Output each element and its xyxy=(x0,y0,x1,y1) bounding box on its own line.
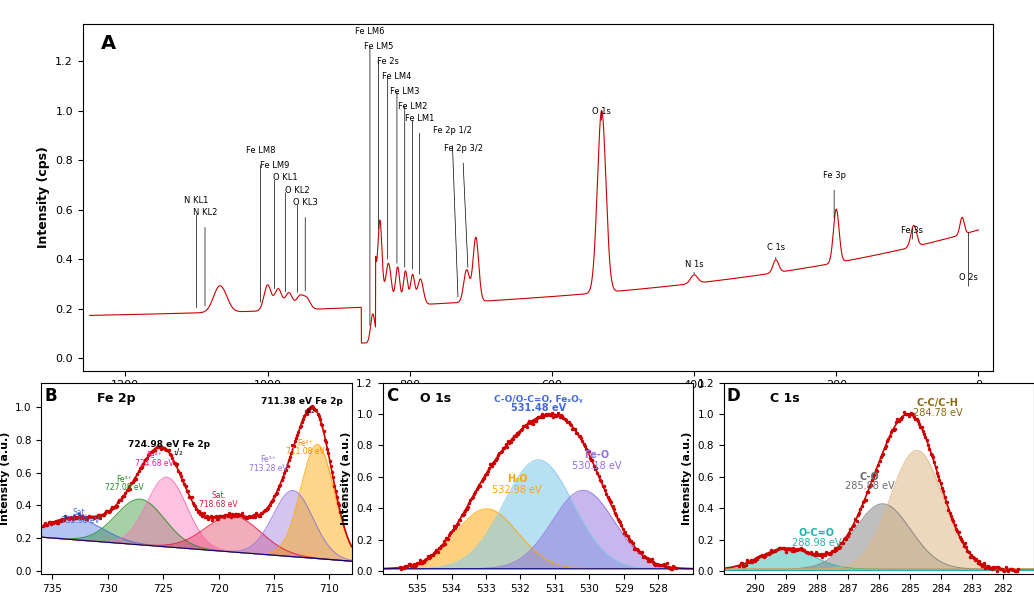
Y-axis label: Intensity (a.u.): Intensity (a.u.) xyxy=(681,432,692,525)
Text: ₃/₂: ₃/₂ xyxy=(306,405,315,414)
Text: O 1s: O 1s xyxy=(420,392,451,405)
Text: Fe LM9: Fe LM9 xyxy=(260,161,290,170)
Text: Fe LM2: Fe LM2 xyxy=(398,102,427,111)
Y-axis label: Intensity (a.u.): Intensity (a.u.) xyxy=(0,432,9,525)
Text: C 1s: C 1s xyxy=(770,392,800,405)
Text: H₂O: H₂O xyxy=(507,474,527,484)
Text: C: C xyxy=(386,386,398,405)
Text: 285.88 eV: 285.88 eV xyxy=(845,481,894,492)
Text: Fe 2s: Fe 2s xyxy=(376,57,399,66)
Text: Fe LM6: Fe LM6 xyxy=(355,28,385,36)
Text: C-C/C-H: C-C/C-H xyxy=(917,398,959,408)
Text: O 2s: O 2s xyxy=(959,273,978,282)
Text: A: A xyxy=(101,34,116,53)
Text: Fe LM1: Fe LM1 xyxy=(405,114,434,123)
Text: Fe LM8: Fe LM8 xyxy=(246,147,275,155)
Text: Fe³⁺: Fe³⁺ xyxy=(117,475,132,484)
Text: Fe³⁺: Fe³⁺ xyxy=(261,456,276,465)
Text: 732.98 eV: 732.98 eV xyxy=(61,516,99,525)
Text: Fe 3s: Fe 3s xyxy=(902,225,923,234)
Text: Fe²⁺: Fe²⁺ xyxy=(297,439,313,448)
Text: Fe 2p: Fe 2p xyxy=(97,392,135,405)
Text: Sat.: Sat. xyxy=(211,492,226,501)
Text: C-O/O-C=O, FeₓOᵧ: C-O/O-C=O, FeₓOᵧ xyxy=(494,395,583,404)
Text: O KL1: O KL1 xyxy=(273,173,298,182)
Text: O-C=O: O-C=O xyxy=(799,529,834,538)
Text: Fe LM4: Fe LM4 xyxy=(383,72,412,81)
Text: C 1s: C 1s xyxy=(767,243,785,252)
Text: 724.68 eV: 724.68 eV xyxy=(135,459,174,468)
Text: 724.98 eV Fe 2p: 724.98 eV Fe 2p xyxy=(128,440,210,448)
Text: Fe²⁺: Fe²⁺ xyxy=(147,450,162,460)
Text: ₁/₂: ₁/₂ xyxy=(173,448,183,457)
Text: B: B xyxy=(44,386,57,405)
Text: Fe LM3: Fe LM3 xyxy=(390,87,420,96)
Text: 531.48 eV: 531.48 eV xyxy=(511,403,566,413)
Text: Fe 2p 3/2: Fe 2p 3/2 xyxy=(444,144,483,152)
Text: O 1s: O 1s xyxy=(592,106,611,115)
Text: N 1s: N 1s xyxy=(685,260,703,269)
Text: Fe-O: Fe-O xyxy=(584,450,609,460)
Text: Fe LM5: Fe LM5 xyxy=(364,42,393,51)
Text: 711.08 eV: 711.08 eV xyxy=(285,447,325,456)
Text: 530.18 eV: 530.18 eV xyxy=(572,461,621,471)
Text: N KL1: N KL1 xyxy=(184,196,209,205)
Y-axis label: Intensity (cps): Intensity (cps) xyxy=(36,147,50,248)
Text: 713.28 eV: 713.28 eV xyxy=(249,463,287,472)
Text: O KL2: O KL2 xyxy=(285,186,310,195)
Text: 727.08 eV: 727.08 eV xyxy=(105,483,144,492)
Text: 718.68 eV: 718.68 eV xyxy=(200,500,238,509)
Y-axis label: Intensity (a.u.): Intensity (a.u.) xyxy=(340,432,351,525)
Text: 532.98 eV: 532.98 eV xyxy=(492,484,542,495)
Text: D: D xyxy=(727,386,740,405)
Text: Fe 2p 1/2: Fe 2p 1/2 xyxy=(433,126,472,135)
Text: 284.78 eV: 284.78 eV xyxy=(913,408,963,417)
Text: Fe 3p: Fe 3p xyxy=(823,171,846,180)
X-axis label: Binding Energy (eV): Binding Energy (eV) xyxy=(467,396,608,409)
Text: 711.38 eV Fe 2p: 711.38 eV Fe 2p xyxy=(261,397,342,406)
Text: C-O: C-O xyxy=(859,472,880,482)
Text: 288.98 eV: 288.98 eV xyxy=(792,538,842,548)
Text: N KL2: N KL2 xyxy=(192,208,217,217)
Text: O KL3: O KL3 xyxy=(293,199,317,208)
Text: Sat.: Sat. xyxy=(72,508,88,517)
